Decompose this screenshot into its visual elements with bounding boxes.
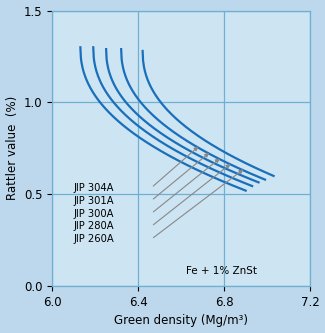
Y-axis label: Rattler value  (%): Rattler value (%) — [6, 96, 19, 200]
Text: JIP 280A: JIP 280A — [74, 221, 114, 231]
Text: JIP 301A: JIP 301A — [74, 196, 114, 206]
Text: JIP 300A: JIP 300A — [74, 208, 114, 218]
Text: JIP 260A: JIP 260A — [74, 234, 115, 244]
Text: Fe + 1% ZnSt: Fe + 1% ZnSt — [186, 266, 256, 276]
Text: JIP 304A: JIP 304A — [74, 183, 114, 193]
X-axis label: Green density (Mg/m³): Green density (Mg/m³) — [114, 314, 248, 327]
